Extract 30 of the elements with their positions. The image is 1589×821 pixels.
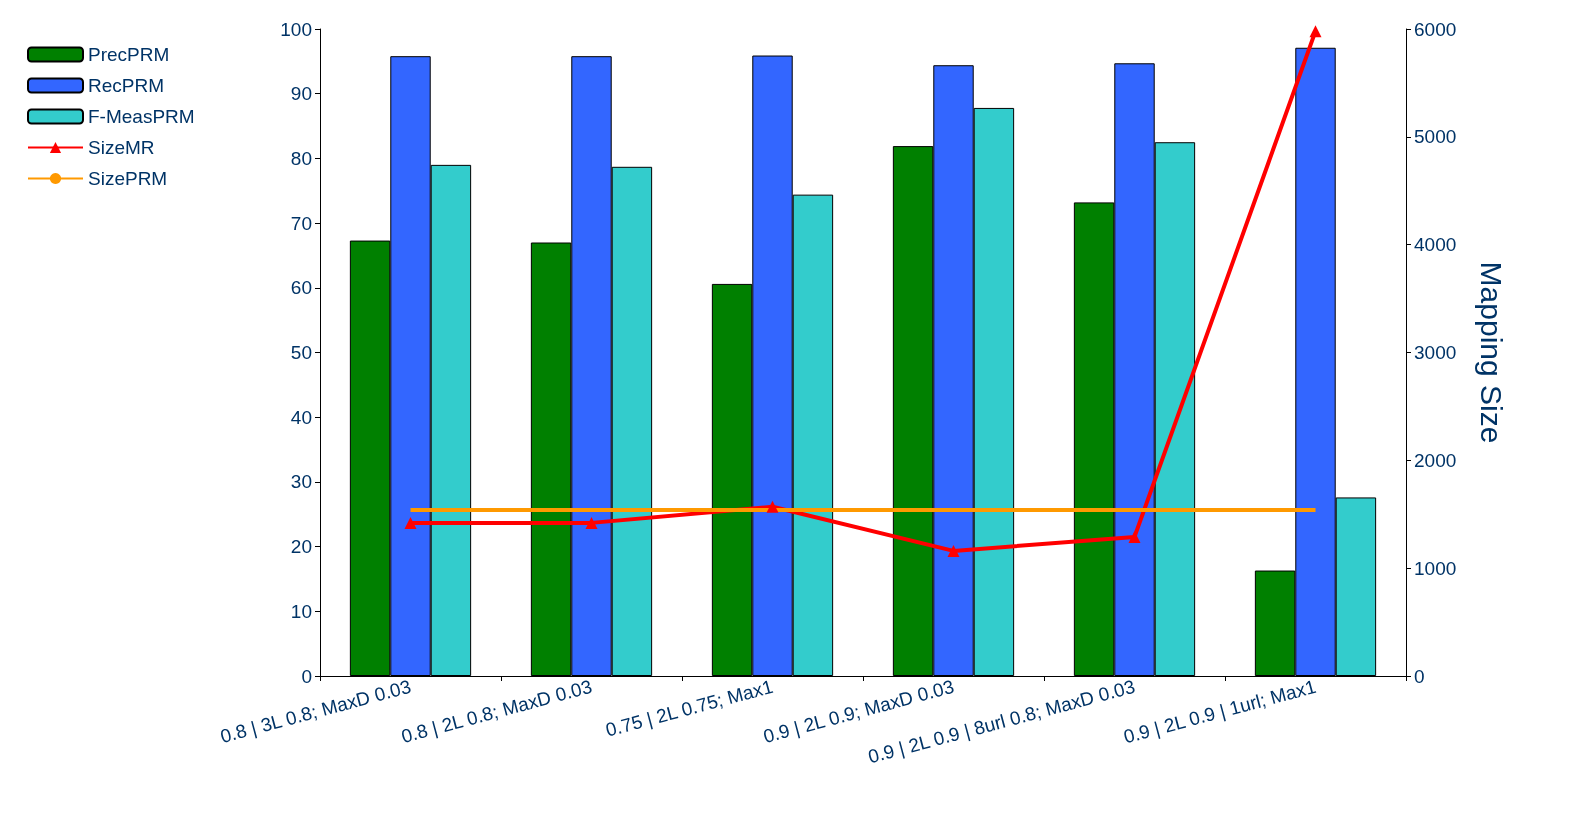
y2-tick-label: 2000 [1414, 449, 1457, 471]
y2-axis-title: Mapping Size [1474, 261, 1508, 444]
legend-label: SizeMR [88, 137, 155, 158]
y-tick-label: 40 [290, 406, 312, 428]
y-tick-label: 70 [290, 212, 312, 234]
y-tick-label: 50 [290, 342, 312, 363]
point [404, 516, 417, 529]
point [585, 516, 598, 529]
legend-label: F-MeasPRM [88, 106, 195, 127]
y2-tick-label: 0 [1414, 665, 1425, 687]
y2-tick-label: 6000 [1414, 18, 1457, 40]
y-tick-label: 60 [290, 277, 312, 299]
y-tick-label: 80 [290, 147, 312, 169]
point [947, 544, 960, 557]
y-tick-label: 20 [290, 536, 312, 558]
point [766, 500, 779, 513]
point [1309, 25, 1322, 38]
y2-tick-label: 5000 [1414, 126, 1457, 148]
y-tick-label: 0 [301, 665, 312, 687]
legend-label: SizePRM [88, 168, 168, 189]
legend-label: RecPRM [88, 75, 165, 96]
y-tick-label: 10 [290, 600, 312, 622]
y-tick-label: 30 [290, 471, 312, 493]
point [1128, 530, 1141, 543]
y-tick-label: 90 [290, 83, 312, 105]
y2-tick-label: 3000 [1414, 342, 1457, 363]
y2-tick-label: 1000 [1414, 557, 1457, 579]
y-tick-label: 100 [280, 18, 312, 40]
y2-tick-label: 4000 [1414, 234, 1457, 256]
legend-label: PrecPRM [88, 44, 170, 65]
